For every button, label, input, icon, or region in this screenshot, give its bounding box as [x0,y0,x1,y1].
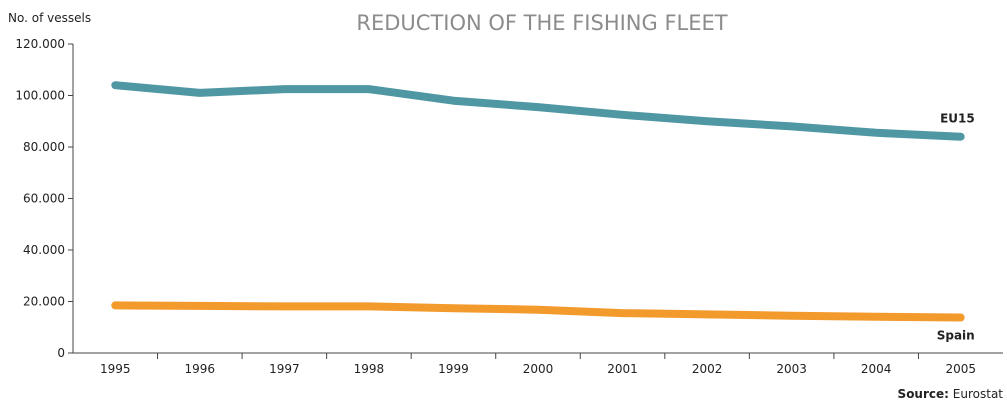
series-label-spain: Spain [937,328,975,342]
y-tick-label: 80.000 [23,140,65,154]
x-tick-label: 1997 [269,362,300,376]
axes [68,43,1003,359]
series-label-eu15: EU15 [940,112,975,126]
x-tick-label: 2003 [776,362,807,376]
tick-labels: 0 20.000 40.000 60.000 80.000 100.000 120.000 1… [15,37,976,376]
source-label: Source: [898,387,949,401]
x-tick-label: 1995 [100,362,131,376]
x-tick-label: 2000 [523,362,554,376]
source-value: Eurostat [953,387,1004,401]
x-tick-label: 1996 [185,362,216,376]
y-tick-label: 40.000 [23,243,65,257]
x-tick-label: 2004 [861,362,892,376]
series-lines [111,81,965,322]
source-note: Source: Eurostat [898,387,1004,401]
x-tick-label: 1999 [438,362,469,376]
x-tick-label: 2002 [692,362,723,376]
y-tick-label: 100.000 [15,89,65,103]
y-tick-label: 120.000 [15,37,65,51]
y-axis-label: No. of vessels [8,11,91,25]
series-line-eu15 [111,81,965,141]
chart-title: REDUCTION OF THE FISHING FLEET [356,11,727,35]
y-tick-label: 20.000 [23,295,65,309]
x-tick-label: 1998 [354,362,385,376]
x-tick-label: 2001 [607,362,638,376]
y-tick-label: 0 [57,346,65,360]
y-tick-label: 60.000 [23,192,65,206]
x-tick-label: 2005 [945,362,976,376]
series-line-spain [111,301,965,322]
series-labels: EU15 Spain [937,112,975,343]
